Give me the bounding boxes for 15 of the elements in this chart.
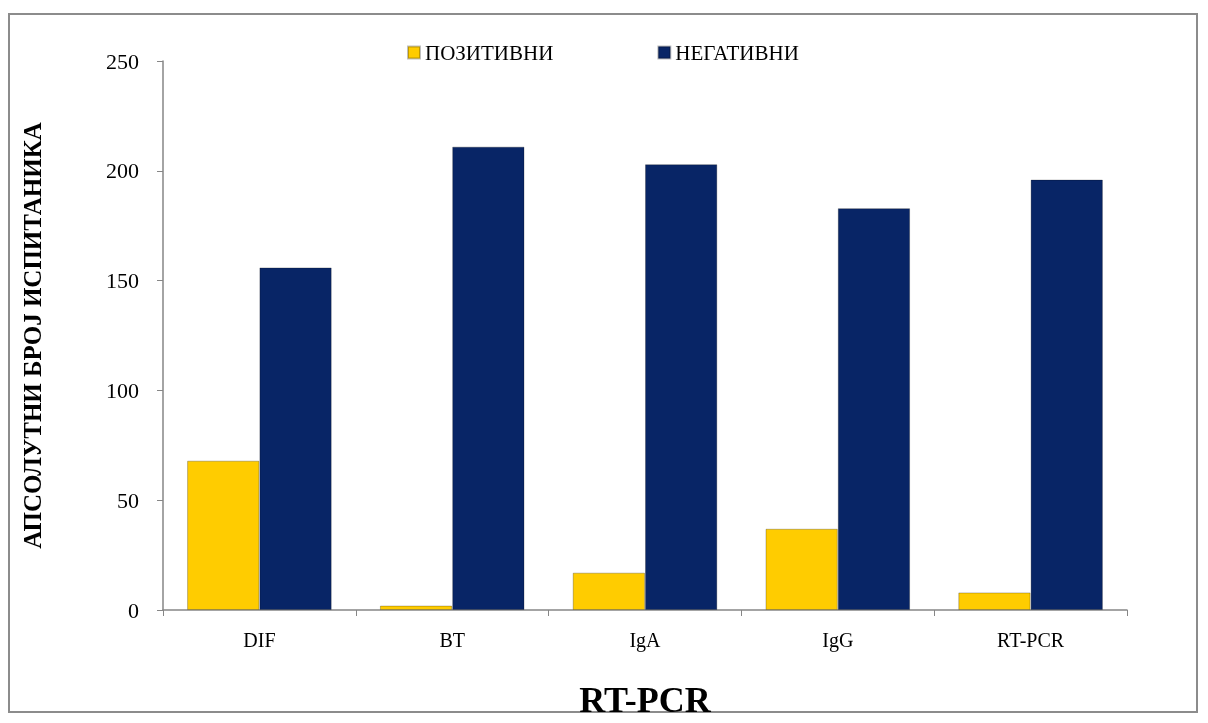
x-tick-label: IgA [629, 629, 662, 652]
x-axis-title: RT-PCR [579, 680, 712, 720]
x-tick-label: RT-PCR [997, 629, 1065, 651]
y-tick-label: 200 [106, 158, 139, 184]
y-tick-label: 0 [128, 597, 139, 623]
y-tick-label: 150 [106, 268, 139, 294]
y-tick-label: 50 [117, 487, 139, 513]
x-tick-label: BT [439, 629, 465, 651]
x-tick-label: IgG [822, 629, 854, 652]
legend-label: НЕГАТИВНИ [675, 40, 799, 65]
x-tick-label: DIF [243, 629, 276, 651]
y-axis-title: АПСОЛУТНИ БРОЈ ИСПИТАНИКА [19, 122, 46, 549]
y-tick-label: 100 [106, 377, 139, 403]
legend-label: ПОЗИТИВНИ [425, 40, 554, 65]
y-tick-label: 250 [106, 48, 139, 74]
